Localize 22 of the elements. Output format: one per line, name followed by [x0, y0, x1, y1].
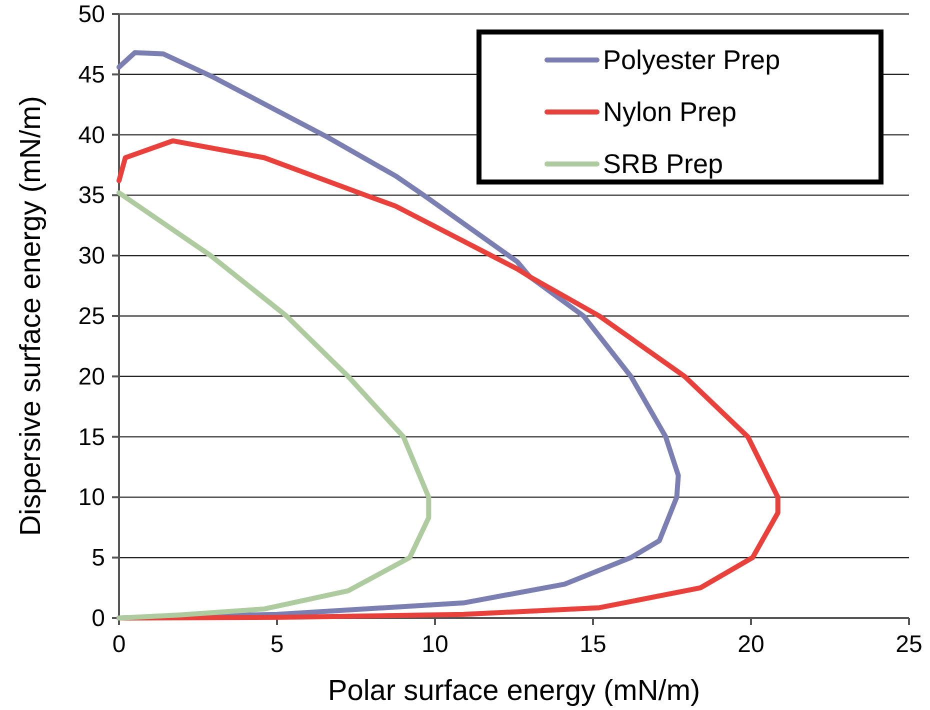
y-tick-label: 10 [78, 484, 105, 512]
y-tick-label: 45 [78, 61, 105, 88]
x-tick-label: 25 [896, 631, 922, 658]
y-tick-label: 25 [78, 303, 105, 330]
y-axis-title: Dispersive surface energy (mN/m) [15, 96, 47, 536]
legend-label: Polyester Prep [603, 45, 780, 75]
y-tick-label: 50 [78, 1, 105, 28]
x-tick-label: 5 [270, 631, 284, 658]
y-tick-label: 5 [92, 544, 105, 572]
x-tick-label: 20 [738, 631, 764, 658]
y-tick-label: 30 [78, 242, 105, 270]
y-tick-label: 40 [78, 122, 105, 149]
y-tick-label: 0 [92, 605, 105, 632]
legend-label: SRB Prep [603, 149, 724, 179]
x-axis-title: Polar surface energy (mN/m) [328, 675, 700, 707]
x-tick-label: 10 [422, 631, 448, 658]
x-tick-label: 15 [580, 631, 606, 658]
legend-label: Nylon Prep [603, 97, 737, 127]
y-tick-label: 35 [78, 182, 105, 210]
y-tick-label: 20 [78, 363, 105, 390]
y-tick-label: 15 [78, 424, 105, 451]
x-tick-label: 0 [112, 631, 126, 658]
